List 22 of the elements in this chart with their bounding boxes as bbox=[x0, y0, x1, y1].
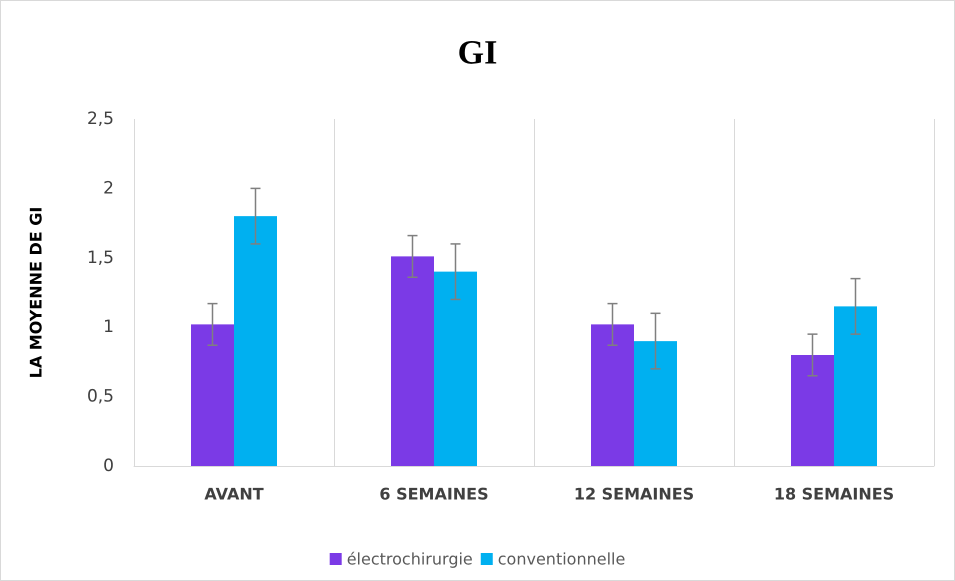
bar bbox=[591, 324, 634, 466]
x-tick-label: 18 SEMAINES bbox=[774, 484, 894, 504]
chart-title: GI bbox=[458, 34, 498, 72]
y-tick-label: 1,5 bbox=[86, 248, 114, 268]
legend-label: électrochirurgie bbox=[346, 550, 473, 568]
y-tick-label: 2 bbox=[103, 178, 114, 198]
bar bbox=[234, 216, 277, 466]
bar bbox=[834, 306, 877, 466]
y-tick-label: 0 bbox=[103, 456, 114, 476]
bar bbox=[791, 354, 834, 466]
x-tick-label: AVANT bbox=[204, 484, 264, 504]
y-tick-label: 2,5 bbox=[86, 109, 114, 129]
bar bbox=[391, 256, 434, 466]
y-axis-title: LA MOYENNE DE GI bbox=[26, 206, 46, 378]
legend-label: conventionnelle bbox=[498, 550, 626, 568]
bar bbox=[634, 341, 677, 466]
bar bbox=[434, 272, 477, 466]
y-tick-label: 1 bbox=[103, 317, 114, 338]
x-tick-label: 12 SEMAINES bbox=[574, 484, 694, 504]
x-tick-label: 6 SEMAINES bbox=[379, 484, 489, 504]
bar bbox=[191, 324, 234, 466]
y-tick-label: 0,5 bbox=[86, 386, 114, 407]
